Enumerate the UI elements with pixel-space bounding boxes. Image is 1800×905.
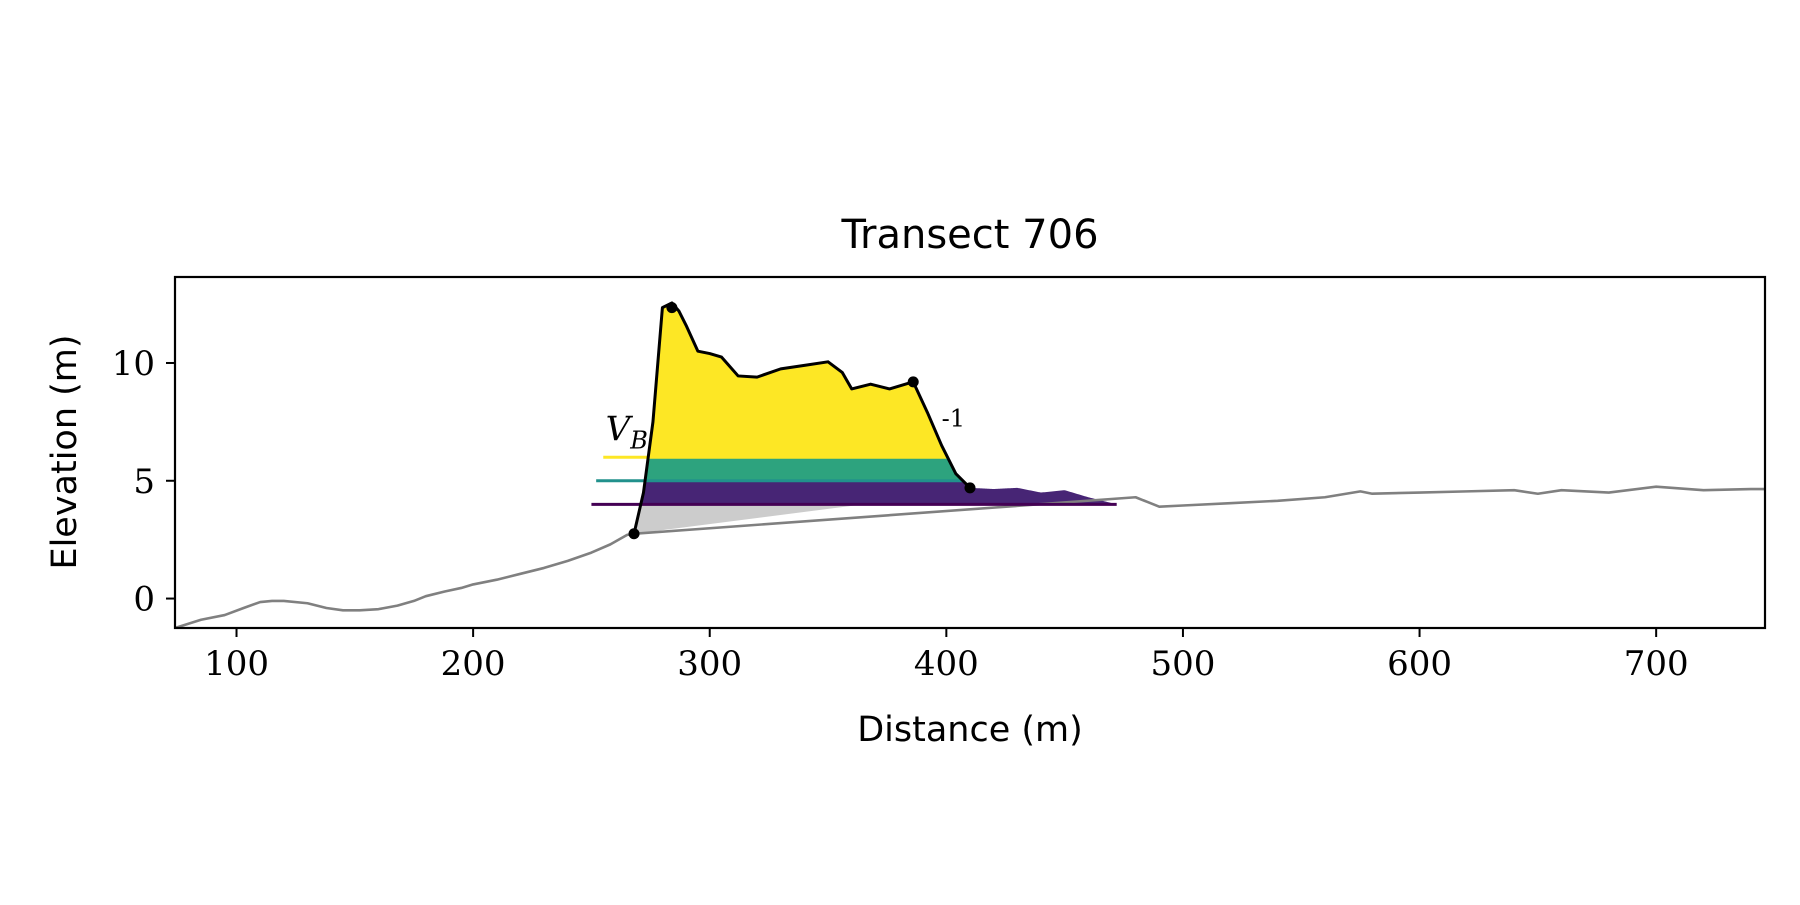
base-wedge-area	[634, 504, 864, 534]
marker-point	[628, 528, 640, 540]
y-tick-label: 0	[133, 580, 155, 620]
y-tick-label: 5	[133, 462, 155, 502]
marker-point	[666, 302, 678, 314]
vb-subscript: B	[629, 427, 648, 455]
x-tick-label: 500	[1150, 644, 1215, 684]
chart-title: Transect 706	[840, 212, 1098, 258]
x-tick-label: 700	[1624, 644, 1689, 684]
y-axis-label: Elevation (m)	[45, 334, 85, 569]
x-tick-label: 400	[914, 644, 979, 684]
yellow-volume-band	[648, 302, 948, 458]
slope-annotation: -1	[942, 405, 965, 433]
x-tick-label: 300	[677, 644, 742, 684]
vb-annotation: VB	[606, 410, 648, 455]
x-tick-label: 100	[204, 644, 269, 684]
y-tick-label: 10	[112, 344, 155, 384]
marker-point	[964, 482, 976, 494]
teal-volume-band	[645, 457, 963, 481]
plot-frame	[173, 275, 1767, 630]
x-tick-label: 200	[441, 644, 506, 684]
purple-volume-band	[641, 480, 1117, 505]
marker-point	[907, 376, 919, 388]
x-tick-label: 600	[1387, 644, 1452, 684]
profile-line	[175, 485, 1765, 628]
x-axis-label: Distance (m)	[857, 710, 1083, 750]
